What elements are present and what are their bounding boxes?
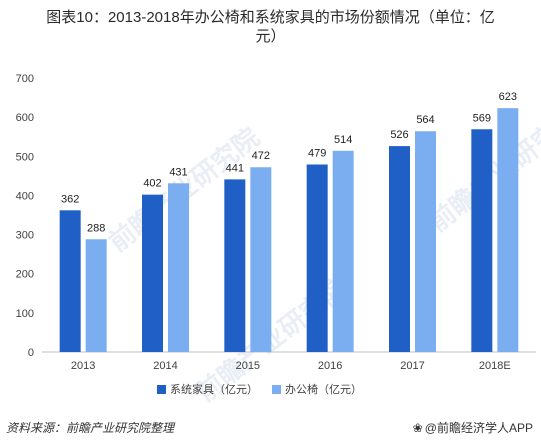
legend-swatch — [157, 385, 166, 394]
data-label: 569 — [473, 112, 491, 124]
bar — [168, 183, 189, 352]
bar — [415, 131, 436, 352]
y-tick-label: 600 — [16, 112, 34, 124]
data-label: 431 — [169, 166, 187, 178]
bar — [85, 239, 107, 352]
chart-title-line-1: 图表10：2013-2018年办公椅和系统家具的市场份额情况（单位：亿 — [46, 9, 495, 26]
y-tick-label: 300 — [16, 230, 34, 242]
bar — [389, 146, 410, 352]
brand-label: @前瞻经济学人APP — [424, 421, 533, 435]
x-tick-label: 2017 — [400, 360, 424, 372]
data-label: 288 — [87, 222, 105, 234]
y-tick-label: 700 — [16, 73, 34, 85]
data-label: 441 — [226, 162, 244, 174]
data-label: 479 — [308, 148, 326, 160]
bar — [59, 210, 81, 352]
chart-title: 图表10：2013-2018年办公椅和系统家具的市场份额情况（单位：亿 元） — [0, 8, 541, 46]
bar — [497, 108, 519, 352]
x-tick-label: 2016 — [318, 360, 342, 372]
data-label: 362 — [61, 193, 79, 205]
bar — [224, 179, 246, 352]
legend-label: 办公椅（亿元） — [285, 382, 362, 396]
data-label: 514 — [334, 134, 352, 146]
legend-label: 系统家具（亿元） — [170, 382, 258, 396]
x-tick-label: 2018E — [479, 360, 511, 372]
y-tick-label: 0 — [28, 347, 34, 359]
source-note: 资料来源：前瞻产业研究院整理 — [6, 421, 175, 435]
data-label: 526 — [390, 129, 408, 141]
bar — [471, 129, 493, 352]
x-tick-label: 2014 — [153, 360, 177, 372]
y-tick-label: 100 — [16, 308, 34, 320]
y-tick-label: 200 — [16, 269, 34, 281]
bar — [306, 164, 328, 352]
brand-credit: ❀ @前瞻经济学人APP — [413, 419, 533, 436]
x-tick-label: 2013 — [71, 360, 95, 372]
y-tick-label: 400 — [16, 190, 34, 202]
y-tick-label: 500 — [16, 151, 34, 163]
chart-title-line-2: 元） — [255, 28, 286, 45]
bar — [250, 167, 272, 352]
paw-icon: ❀ — [412, 421, 423, 435]
data-label: 564 — [416, 114, 434, 126]
bar — [142, 194, 163, 352]
x-tick-label: 2015 — [236, 360, 260, 372]
bar — [332, 150, 354, 352]
data-label: 402 — [143, 178, 161, 190]
data-label: 623 — [499, 91, 517, 103]
data-label: 472 — [252, 150, 270, 162]
legend-swatch — [272, 385, 281, 394]
